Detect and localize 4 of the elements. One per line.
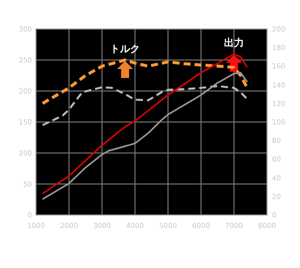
annotation: 出力: [224, 36, 244, 49]
line-series: [42, 85, 248, 126]
line-series: [42, 53, 248, 194]
annotation: トルク: [110, 44, 140, 55]
